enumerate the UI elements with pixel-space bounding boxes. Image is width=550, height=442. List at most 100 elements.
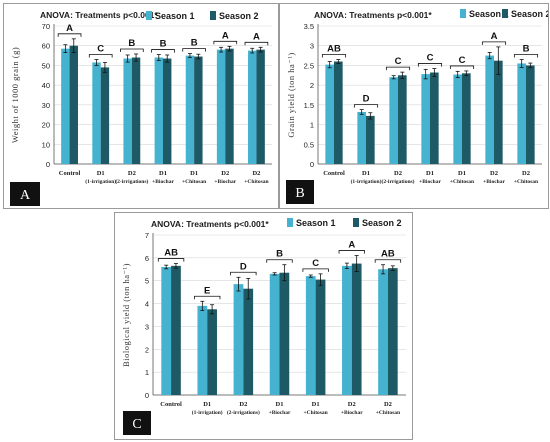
group-letter: C <box>395 56 402 67</box>
bar-season-2 <box>351 263 362 395</box>
bar-season-1 <box>161 267 172 395</box>
legend-swatch-season-1 <box>146 11 152 20</box>
bar-season-2 <box>279 272 290 395</box>
x-tick-label: D1 <box>159 170 167 177</box>
bar-season-1 <box>269 273 280 395</box>
x-tick-label: Control <box>59 170 81 177</box>
bar-season-2 <box>163 58 172 164</box>
x-tick-sublabel: +Biochar <box>419 179 441 185</box>
significance-bracket <box>338 250 365 254</box>
bar-season-2 <box>398 75 407 164</box>
bar-season-1 <box>342 265 352 395</box>
y-tick-label: 2 <box>145 345 149 354</box>
y-tick-label: 1 <box>145 368 149 377</box>
significance-bracket <box>353 104 379 108</box>
significance-bracket <box>182 48 206 52</box>
chart-panel-c: ANOVA: Treatments p<0.001* Season 1 Season… <box>114 212 413 440</box>
bar-season-2 <box>315 279 326 395</box>
x-tick-sublabel: +Biochar <box>341 410 363 416</box>
bar-season-2 <box>243 288 254 395</box>
significance-bracket <box>385 66 411 71</box>
biological-yield-chart: ANOVA: Treatments p<0.001* Season 1 Season… <box>121 218 406 435</box>
legend-swatch-season-2 <box>353 218 359 227</box>
chart-title: ANOVA: Treatments p<0.001* <box>314 10 432 20</box>
x-tick-label: D1 <box>426 170 434 177</box>
significance-bracket <box>244 41 269 46</box>
panel-label: C <box>132 417 141 432</box>
y-axis-label: Biological yield (ton ha⁻¹) <box>121 263 131 367</box>
x-tick-label: D2 <box>239 401 247 408</box>
bar-season-1 <box>357 111 366 164</box>
significance-bracket <box>481 41 507 45</box>
bar-season-1 <box>92 62 101 164</box>
y-tick-label: 2 <box>310 81 314 90</box>
grain-yield-chart: ANOVA: Treatments p<0.001* Season 1 Season… <box>286 9 548 204</box>
group-letter: D <box>240 261 247 272</box>
x-tick-label: D1 <box>97 170 105 177</box>
bar-season-1 <box>517 63 526 165</box>
y-tick-label: 1.5 <box>304 101 314 110</box>
legend-swatch-season-2 <box>502 9 508 18</box>
x-tick-label: D2 <box>128 170 136 177</box>
x-tick-sublabel: +Chitosan <box>514 179 538 185</box>
y-axis-label: Grain yield (ton ha⁻¹) <box>286 52 296 137</box>
bar-season-1 <box>248 50 257 165</box>
x-tick-sublabel: (1-irrigation) <box>85 178 116 185</box>
y-tick-label: 0 <box>310 160 314 169</box>
y-axis-label: Weight of 1000 grain (g) <box>10 47 20 143</box>
bar-season-1 <box>325 64 334 164</box>
significance-bracket <box>417 63 443 67</box>
x-tick-label: D2 <box>221 170 229 177</box>
bar-season-2 <box>387 268 398 395</box>
panel-label: B <box>295 186 304 201</box>
bar-season-2 <box>225 48 234 164</box>
group-letter: C <box>312 258 319 269</box>
panel-label-badge <box>10 182 40 206</box>
significance-bracket <box>157 258 185 262</box>
y-tick-label: 40 <box>42 81 50 90</box>
x-tick-label: D1 <box>458 170 466 177</box>
x-tick-label: D1 <box>203 401 211 408</box>
significance-bracket <box>374 259 402 263</box>
group-letter: A <box>348 240 355 251</box>
y-tick-label: 2.5 <box>304 61 314 70</box>
bar-season-1 <box>378 269 388 395</box>
bar-season-2 <box>194 56 203 164</box>
legend-label-season-1: Season 1 <box>296 218 336 228</box>
y-tick-label: 0.5 <box>304 140 314 149</box>
bar-season-2 <box>366 115 375 164</box>
x-tick-label: D1 <box>362 170 370 177</box>
group-letter: B <box>191 38 198 49</box>
x-tick-sublabel: (1-irrigation) <box>351 178 382 185</box>
x-tick-sublabel: (1-irrigation) <box>192 409 223 416</box>
bar-season-2 <box>171 265 181 395</box>
y-tick-label: 30 <box>42 101 50 110</box>
bar-season-1 <box>485 55 494 165</box>
x-tick-label: D2 <box>384 401 392 408</box>
grain-weight-chart: ANOVA: Treatments p<0.001*Season 1 Season… <box>10 10 272 206</box>
significance-bracket <box>120 48 144 52</box>
group-letter: AB <box>327 44 341 55</box>
significance-bracket <box>57 33 82 37</box>
chart-panel-b: ANOVA: Treatments p<0.001* Season 1 Season… <box>279 3 549 209</box>
bar-season-2 <box>334 61 343 164</box>
legend-label-season-2: Season 2 <box>219 11 259 21</box>
bar-season-1 <box>216 49 226 164</box>
legend-label-season-2: Season 2 <box>362 218 402 228</box>
group-letter: C <box>459 55 466 66</box>
group-letter: AB <box>381 249 395 260</box>
y-tick-label: 50 <box>42 61 50 70</box>
x-tick-label: D2 <box>490 170 498 177</box>
x-tick-label: Control <box>323 170 345 177</box>
group-letter: E <box>204 285 210 296</box>
x-tick-sublabel: (2-irrigations) <box>382 178 415 185</box>
x-tick-label: D2 <box>348 401 356 408</box>
bar-season-2 <box>430 72 439 164</box>
y-tick-label: 20 <box>42 121 50 130</box>
x-tick-sublabel: +Chitosan <box>182 179 206 185</box>
significance-bracket <box>449 65 475 69</box>
y-tick-label: 5 <box>145 277 149 286</box>
significance-bracket <box>194 295 221 300</box>
group-letter: A <box>222 30 229 41</box>
bar-season-1 <box>123 58 132 164</box>
